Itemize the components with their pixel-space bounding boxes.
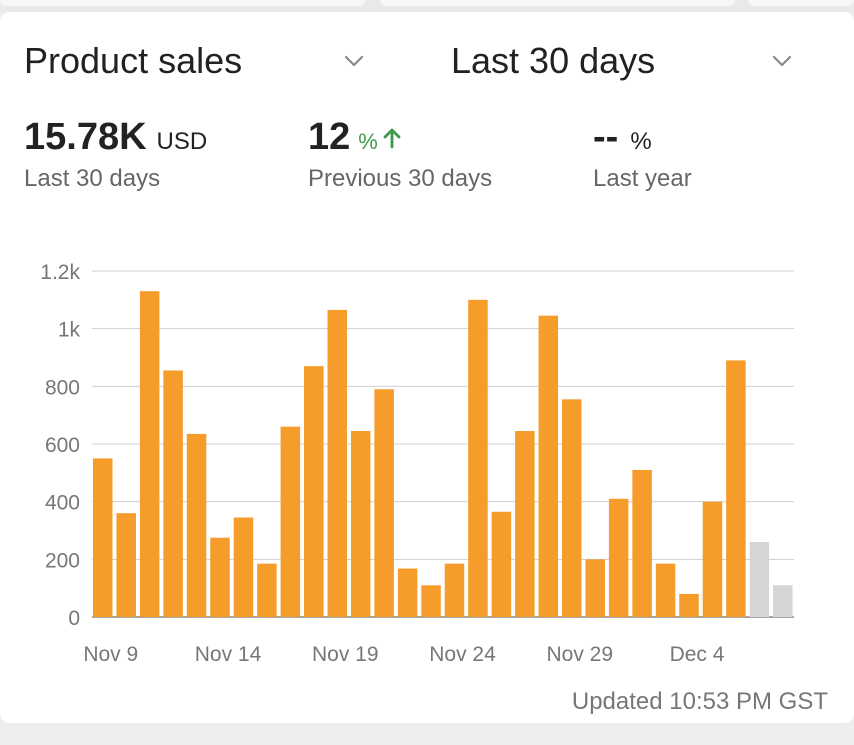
bar-nov-28[interactable] (538, 315, 559, 617)
metric-total-unit: USD (156, 128, 208, 155)
bar-nov-9[interactable] (93, 458, 113, 617)
y-tick-label: 400 (45, 492, 80, 515)
product-selector[interactable]: Product sales (24, 40, 242, 82)
bar-nov-26[interactable] (491, 511, 512, 617)
metric-last-year-unit: % (630, 128, 652, 155)
x-tick-label: Nov 19 (312, 643, 379, 666)
bar-nov-29[interactable] (562, 399, 582, 617)
chevron-down-icon[interactable] (343, 50, 365, 72)
bar-nov-14[interactable] (210, 537, 230, 617)
metric-previous-caption: Previous 30 days (308, 165, 493, 192)
y-tick-label: 1k (58, 319, 81, 342)
metric-previous: 12 % Previous 30 days (308, 116, 492, 193)
bar-nov-27[interactable] (515, 431, 535, 617)
x-tick-label: Dec 4 (670, 643, 725, 666)
bar-nov-12[interactable] (163, 370, 183, 617)
y-tick-label: 200 (45, 549, 80, 572)
bar-nov-25[interactable] (468, 299, 488, 617)
bottom-strip (0, 723, 854, 745)
bar-nov-15[interactable] (233, 517, 254, 617)
bar-nov-30[interactable] (585, 559, 605, 617)
bar-dec-6[interactable] (726, 360, 746, 617)
y-tick-label: 600 (45, 434, 80, 457)
chevron-down-icon[interactable] (771, 50, 793, 72)
metric-last-year: -- % Last year (593, 116, 692, 193)
metric-previous-unit: % (358, 129, 378, 154)
bar-nov-18[interactable] (304, 366, 324, 617)
range-selector[interactable]: Last 30 days (451, 40, 655, 82)
bar-nov-23[interactable] (421, 585, 441, 617)
bar-nov-22[interactable] (397, 568, 418, 617)
bar-dec-2[interactable] (632, 469, 652, 617)
top-strip-segment (380, 0, 735, 6)
top-strip (0, 0, 854, 12)
metric-total: 15.78K USD Last 30 days (24, 116, 207, 193)
bar-dec-7[interactable] (749, 542, 770, 617)
bar-nov-17[interactable] (280, 426, 301, 617)
bar-nov-16[interactable] (257, 563, 277, 617)
bar-nov-20[interactable] (350, 431, 371, 617)
metric-total-value: 15.78K (24, 116, 147, 158)
arrow-up-icon (382, 127, 402, 154)
bar-dec-8[interactable] (773, 585, 793, 617)
range-selector-label: Last 30 days (451, 40, 656, 81)
bar-nov-10[interactable] (116, 513, 136, 617)
bar-dec-3[interactable] (655, 563, 676, 617)
x-tick-label: Nov 14 (195, 643, 262, 666)
x-tick-label: Nov 24 (429, 643, 496, 666)
sales-bar-chart: 0 200 400 600 800 1k 1.2k Nov 9 Nov 14 Nov 19 Nov … (40, 261, 794, 666)
y-tick-label: 0 (68, 607, 80, 630)
x-tick-label: Nov 9 (83, 643, 138, 666)
product-selector-label: Product sales (24, 40, 243, 81)
bar-nov-11[interactable] (139, 291, 160, 617)
top-strip-segment (748, 0, 854, 6)
product-sales-card: Product sales Last 30 days 15.78K USD La… (0, 12, 854, 723)
bar-nov-19[interactable] (327, 309, 348, 617)
updated-timestamp: Updated 10:53 PM GST (571, 688, 828, 715)
bar-dec-1[interactable] (608, 498, 629, 617)
bar-dec-4[interactable] (679, 593, 699, 617)
y-tick-label: 800 (45, 376, 80, 399)
bar-nov-24[interactable] (444, 563, 465, 617)
metric-previous-value: 12 (308, 116, 351, 158)
top-strip-segment (0, 0, 365, 6)
bar-nov-13[interactable] (186, 433, 207, 617)
metric-last-year-value: -- (593, 116, 619, 158)
metric-total-caption: Last 30 days (24, 165, 161, 192)
bar-dec-5[interactable] (702, 501, 723, 617)
bar-nov-21[interactable] (374, 389, 394, 617)
x-tick-label: Nov 29 (546, 643, 613, 666)
y-tick-label: 1.2k (40, 261, 80, 284)
metric-last-year-caption: Last year (593, 165, 692, 192)
